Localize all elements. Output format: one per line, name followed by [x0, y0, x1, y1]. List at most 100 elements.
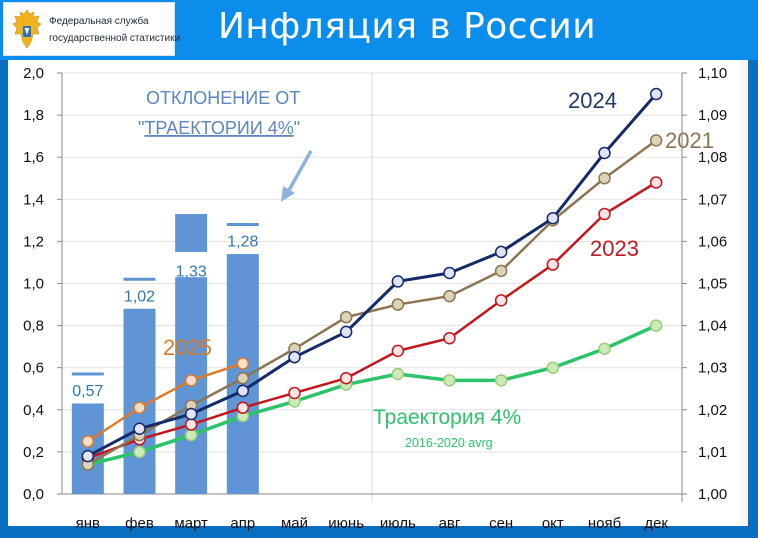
x-axis-tick-label: окт: [542, 515, 564, 532]
x-axis-tick-label: дек: [644, 515, 668, 532]
data-point-marker: [133, 422, 146, 435]
x-axis-tick-label: янв: [76, 515, 100, 532]
y2-axis-tick-label: 1,06: [698, 233, 727, 250]
data-point-marker: [391, 367, 405, 381]
y-axis-tick-label: 2,0: [23, 65, 44, 82]
data-point-marker: [443, 266, 456, 280]
org-name: Федеральная служба государственной стати…: [49, 13, 180, 47]
panel-edge: [740, 60, 748, 526]
bar-value-label: 1,28: [227, 234, 258, 251]
data-point-marker: [184, 428, 198, 442]
data-point-marker: [184, 407, 198, 421]
x-axis-tick-label: апр: [230, 515, 255, 532]
y-axis-tick-label: 1,2: [23, 233, 44, 250]
org-name-line1: Федеральная служба: [49, 16, 149, 27]
y-axis-tick-label: 0,0: [23, 486, 44, 503]
data-point-marker: [546, 211, 560, 225]
data-point-marker: [546, 361, 560, 374]
data-point-marker: [339, 325, 353, 339]
series-label-2023: 2023: [590, 236, 639, 261]
series-line-2021: [87, 139, 657, 466]
data-point-marker: [598, 146, 611, 160]
y2-axis-tick-label: 1,10: [698, 65, 727, 82]
data-point-marker: [236, 401, 250, 414]
data-point-marker: [649, 87, 663, 101]
data-point-marker: [649, 134, 663, 147]
y-axis-tick-label: 0,2: [23, 444, 44, 461]
series-line-2025: [87, 362, 244, 443]
y2-axis-tick-label: 1,08: [698, 149, 727, 166]
y2-axis-tick-label: 1,00: [698, 486, 727, 503]
rosstat-logo: Федеральная служба государственной стати…: [3, 2, 180, 56]
series-line-2024: [87, 93, 658, 458]
y-axis-tick-label: 1,4: [23, 191, 44, 208]
data-point-marker: [494, 245, 508, 259]
x-axis-tick-label: март: [174, 515, 208, 532]
x-axis-tick-label: фев: [125, 515, 154, 532]
data-point-marker: [391, 298, 405, 311]
data-point-marker: [649, 176, 663, 189]
y2-axis-tick-label: 1,03: [698, 360, 727, 377]
data-point-marker: [339, 310, 353, 324]
y2-axis-tick-label: 1,01: [698, 444, 727, 461]
data-point-marker: [494, 264, 508, 278]
series-line-Траектория: [87, 324, 657, 467]
series-label-2021: 2021: [665, 128, 714, 153]
data-point-marker: [236, 371, 250, 385]
data-point-marker: [236, 357, 250, 370]
x-axis-tick-label: авг: [439, 515, 461, 532]
data-point-marker: [288, 386, 301, 400]
data-point-marker: [598, 207, 611, 221]
x-axis-tick-label: сен: [489, 515, 513, 532]
x-axis-tick-label: июль: [380, 515, 416, 532]
x-axis-tick-label: май: [281, 515, 308, 532]
data-point-marker: [236, 384, 250, 398]
y-axis-tick-label: 0,4: [23, 402, 44, 419]
x-axis-tick-label: июнь: [328, 515, 364, 532]
bar-value-label: 1,02: [124, 288, 155, 305]
y-axis-tick-label: 1,0: [23, 276, 44, 293]
y2-axis-tick-label: 1,09: [698, 107, 727, 124]
data-point-marker: [391, 344, 405, 358]
deviation-bar-top: [175, 214, 208, 252]
bar-value-label: 1,33: [176, 264, 207, 281]
series-label-4pct: Траектория 4%: [373, 406, 521, 429]
series-label-2024: 2024: [568, 88, 617, 113]
data-point-marker: [494, 294, 508, 307]
arrow-head-icon: [281, 186, 295, 202]
org-name-line2: государственной статистики: [49, 33, 181, 44]
y2-axis-tick-label: 1,07: [698, 191, 727, 208]
data-point-marker: [443, 289, 456, 303]
y2-axis-tick-label: 1,04: [698, 318, 727, 335]
annotation-deviation-line1: ОТКЛОНЕНИЕ ОТ: [146, 88, 300, 108]
page-title: Инфляция в России: [218, 6, 597, 47]
data-point-marker: [391, 275, 405, 288]
data-point-marker: [443, 331, 456, 345]
data-point-marker: [598, 342, 611, 356]
data-point-marker: [184, 374, 198, 387]
data-point-marker: [184, 418, 198, 431]
data-point-marker: [649, 319, 663, 332]
data-point-marker: [546, 258, 560, 271]
y2-axis-tick-label: 1,02: [698, 402, 727, 419]
bar-value-label: 0,57: [72, 383, 103, 400]
y-axis-tick-label: 1,6: [23, 149, 44, 166]
data-point-marker: [133, 401, 146, 414]
series-line-2023: [87, 181, 657, 460]
x-axis-tick-label: нояб: [588, 515, 621, 532]
deviation-bar: [71, 403, 104, 494]
eagle-emblem-icon: [12, 9, 42, 49]
y-axis-tick-label: 0,8: [23, 318, 44, 335]
data-point-marker: [133, 445, 146, 459]
header-bar: Федеральная служба государственной стати…: [0, 0, 758, 60]
data-point-marker: [81, 449, 95, 463]
y2-axis-tick-label: 1,05: [698, 276, 727, 293]
y-axis-tick-label: 0,6: [23, 360, 44, 377]
series-label-4pct-sub: 2016-2020 avrg: [405, 436, 493, 450]
data-point-marker: [443, 374, 456, 387]
data-point-marker: [339, 371, 353, 385]
annotation-deviation-line2: "ТРАЕКТОРИИ 4%": [138, 118, 300, 138]
y-axis-tick-label: 1,8: [23, 107, 44, 124]
data-point-marker: [288, 350, 301, 364]
